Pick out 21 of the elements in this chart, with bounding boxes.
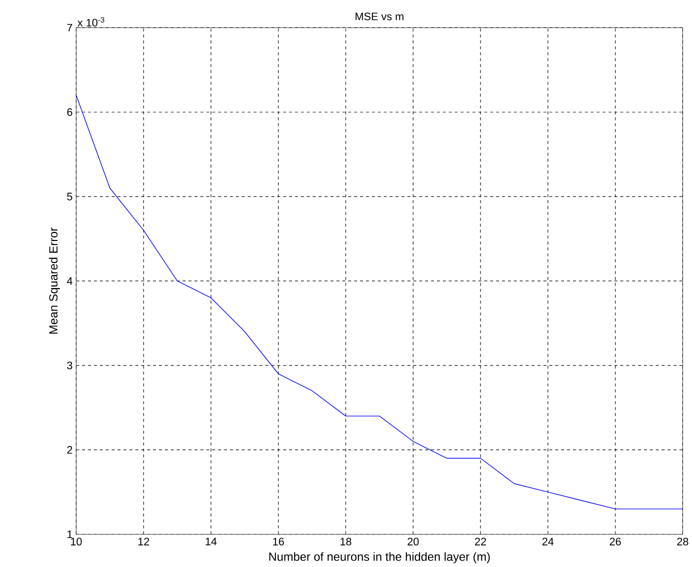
y-axis-title: Mean Squared Error — [48, 228, 60, 334]
y-tick-label: 6 — [67, 108, 72, 116]
chart-title: MSE vs m — [356, 12, 404, 21]
x-tick-label: 24 — [542, 538, 554, 546]
y-tick-label: 5 — [67, 193, 72, 201]
x-tick-label: 20 — [408, 538, 419, 546]
y-tick-label: 3 — [67, 362, 72, 370]
x-tick-label: 16 — [273, 538, 284, 546]
x-axis-title: Number of neurons in the hidden layer (m) — [269, 552, 490, 564]
x-tick-label: 10 — [70, 538, 82, 546]
y-tick-label: 1 — [67, 530, 72, 538]
y-tick-label: 2 — [67, 446, 72, 454]
x-tick-label: 18 — [340, 538, 352, 546]
x-tick-label: 26 — [610, 538, 621, 546]
x-tick-label: 12 — [138, 538, 150, 546]
x-tick-label: 14 — [206, 538, 217, 546]
text: x 10$^{-3}$ — [78, 17, 104, 27]
y-tick-label: 7 — [67, 24, 72, 32]
y-tick-label: 4 — [66, 278, 72, 285]
x-tick-label: 28 — [677, 538, 688, 546]
x-tick-label: 22 — [475, 538, 486, 546]
